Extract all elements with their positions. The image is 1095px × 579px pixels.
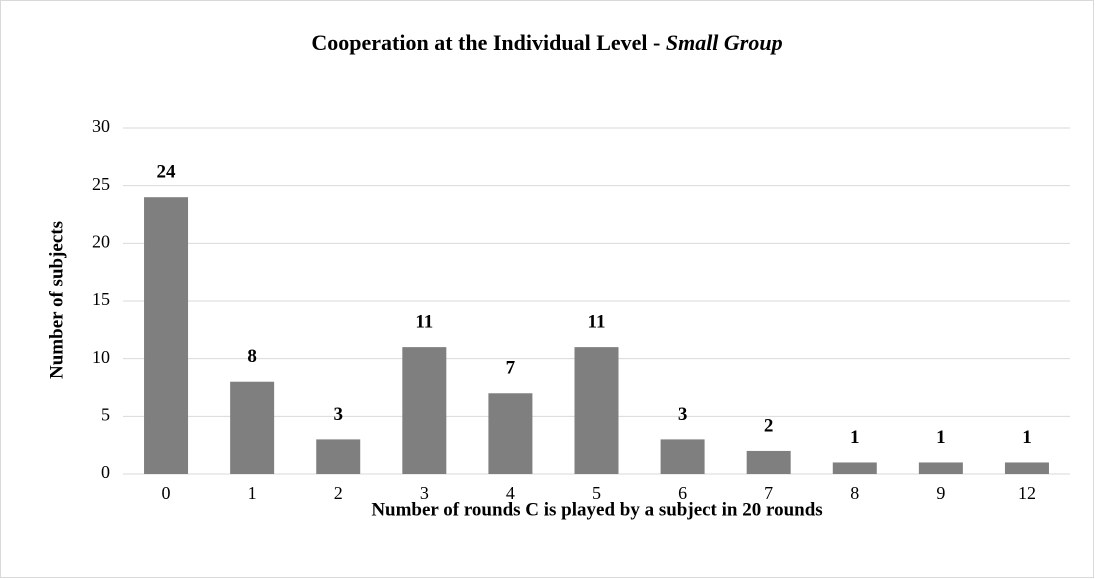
value-label: 11	[415, 311, 433, 332]
x-tick-label: 12	[1018, 483, 1036, 503]
bar	[1004, 462, 1049, 474]
x-tick-label: 8	[850, 483, 859, 503]
value-label: 1	[1022, 427, 1032, 448]
value-label: 8	[247, 346, 257, 367]
y-axis-label: Number of subjects	[46, 221, 67, 379]
x-tick-label: 6	[678, 483, 687, 503]
value-label: 11	[588, 311, 606, 332]
value-label: 1	[850, 427, 860, 448]
x-tick-label: 7	[764, 483, 773, 503]
bar	[918, 462, 963, 474]
x-tick-label: 5	[592, 483, 601, 503]
x-tick-label: 1	[248, 483, 257, 503]
value-label: 2	[764, 415, 774, 436]
bar	[316, 439, 361, 474]
bar	[144, 197, 189, 474]
bar	[402, 347, 447, 474]
title-part: Small Group	[666, 30, 783, 55]
value-label: 7	[506, 358, 516, 379]
value-label: 24	[157, 162, 177, 183]
bar	[488, 393, 533, 474]
value-label: 3	[333, 404, 343, 425]
x-tick-label: 9	[936, 483, 945, 503]
y-tick-label: 20	[92, 231, 110, 251]
y-tick-label: 25	[92, 174, 110, 194]
y-tick-label: 10	[92, 347, 110, 367]
bar	[230, 381, 275, 474]
bar	[832, 462, 877, 474]
value-label: 1	[936, 427, 946, 448]
bar	[660, 439, 705, 474]
title-part: Cooperation at the Individual Level -	[311, 30, 665, 55]
x-tick-label: 2	[334, 483, 343, 503]
x-tick-label: 3	[420, 483, 429, 503]
y-tick-label: 0	[101, 462, 110, 482]
x-tick-label: 4	[506, 483, 515, 503]
x-axis-label: Number of rounds C is played by a subjec…	[371, 499, 822, 520]
bar	[574, 347, 619, 474]
y-tick-label: 30	[92, 116, 110, 136]
x-tick-label: 0	[162, 483, 171, 503]
value-label: 3	[678, 404, 688, 425]
bar	[746, 450, 791, 474]
chart-title: Cooperation at the Individual Level - Sm…	[311, 30, 782, 55]
y-tick-label: 15	[92, 289, 110, 309]
y-tick-label: 5	[101, 404, 110, 424]
